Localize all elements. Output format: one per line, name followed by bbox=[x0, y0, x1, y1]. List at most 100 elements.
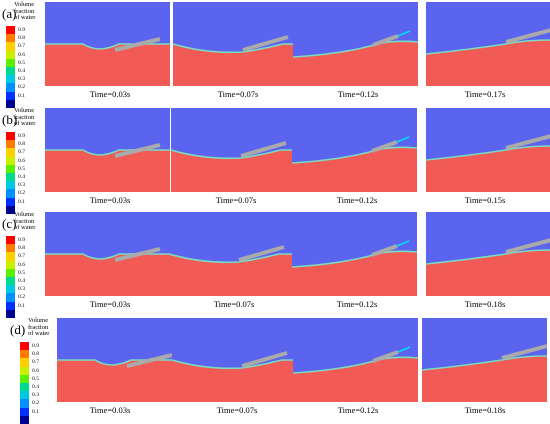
legend-swatch bbox=[6, 285, 15, 294]
water-region bbox=[293, 41, 418, 86]
legend-tick: 0.5 bbox=[32, 375, 39, 382]
legend-tick: 0.1 bbox=[18, 302, 25, 309]
row-label: (b) bbox=[2, 112, 18, 127]
legend-swatch bbox=[6, 293, 15, 302]
legend-swatch bbox=[20, 374, 29, 383]
legend-tick: 0.5 bbox=[18, 165, 25, 172]
legend-swatch bbox=[6, 236, 15, 245]
legend-tick: 0.9 bbox=[18, 133, 25, 139]
row-a: (a) Volume fraction of water 0.9 0.8 0.7 0.… bbox=[0, 1, 550, 108]
legend-swatch bbox=[6, 164, 15, 173]
vof-field bbox=[426, 212, 550, 296]
legend-swatch bbox=[6, 58, 15, 67]
row-label: (d) bbox=[10, 322, 26, 337]
legend-swatch bbox=[6, 99, 15, 108]
vof-field bbox=[426, 2, 550, 86]
legend-colorbar bbox=[6, 132, 15, 214]
vof-field bbox=[292, 108, 417, 192]
vof-field bbox=[45, 212, 170, 296]
free-surface bbox=[422, 355, 547, 371]
legend-swatch bbox=[6, 205, 15, 214]
legend-tick: 0.6 bbox=[18, 51, 25, 58]
legend-ticks: 0.9 0.8 0.7 0.6 0.5 0.4 0.3 0.2 0.1 bbox=[18, 132, 25, 206]
legend-swatch bbox=[20, 415, 29, 424]
sim-panel bbox=[426, 2, 550, 86]
row-label: (a) bbox=[2, 6, 17, 21]
legend-tick: 0.2 bbox=[18, 84, 25, 91]
free-surface bbox=[426, 145, 550, 161]
free-surface bbox=[426, 39, 550, 55]
legend-swatch bbox=[6, 301, 15, 310]
vof-field bbox=[45, 2, 170, 86]
legend-tick: 0.6 bbox=[32, 367, 39, 374]
water-region bbox=[172, 360, 297, 402]
sim-panel bbox=[293, 318, 418, 402]
time-caption: Time=0.18s bbox=[464, 299, 506, 309]
plate bbox=[126, 353, 173, 368]
legend-tick: 0.7 bbox=[18, 149, 25, 156]
spray-jet bbox=[396, 136, 410, 143]
row-b: (b) Volume fraction of water 0.9 0.8 0.7 0.… bbox=[0, 107, 550, 214]
water-region bbox=[57, 360, 182, 402]
legend-swatch bbox=[6, 244, 15, 253]
legend-swatch bbox=[20, 366, 29, 375]
water-region bbox=[45, 150, 170, 192]
sim-panel bbox=[173, 2, 298, 86]
plate bbox=[242, 35, 289, 52]
sim-panel bbox=[171, 108, 296, 192]
legend-tick: 0.6 bbox=[18, 157, 25, 164]
time-caption: Time=0.03s bbox=[89, 405, 131, 415]
water-region bbox=[45, 44, 170, 86]
legend-tick: 0.9 bbox=[32, 343, 39, 349]
time-caption: Time=0.17s bbox=[464, 89, 506, 99]
legend-tick: 0.3 bbox=[18, 76, 25, 83]
legend-tick: 0.7 bbox=[18, 253, 25, 260]
legend-tick: 0.9 bbox=[18, 237, 25, 243]
legend-tick: 0.5 bbox=[18, 59, 25, 66]
legend-tick: 0.1 bbox=[32, 408, 39, 415]
vof-field bbox=[426, 108, 550, 192]
time-caption: Time=0.03s bbox=[89, 299, 131, 309]
legend-swatch bbox=[6, 148, 15, 157]
row-label: (c) bbox=[2, 216, 17, 231]
legend-swatch bbox=[6, 260, 15, 269]
plate bbox=[241, 351, 288, 368]
sim-panel bbox=[422, 318, 547, 402]
legend-title: Volume fraction of water bbox=[28, 317, 50, 338]
legend-colorbar bbox=[6, 26, 15, 108]
legend-swatch bbox=[6, 276, 15, 286]
legend-title: Volume fraction of water bbox=[14, 107, 36, 128]
vof-field bbox=[292, 212, 417, 296]
vof-field bbox=[293, 318, 418, 402]
time-caption: Time=0.07s bbox=[217, 89, 259, 99]
vof-field bbox=[293, 2, 418, 86]
sim-panel bbox=[45, 212, 170, 296]
vof-field bbox=[169, 212, 294, 296]
time-caption: Time=0.12s bbox=[337, 89, 379, 99]
sim-panel bbox=[426, 108, 550, 192]
legend-swatch bbox=[20, 342, 29, 351]
legend-ticks: 0.9 0.8 0.7 0.6 0.5 0.4 0.3 0.2 0.1 bbox=[18, 26, 25, 100]
legend-swatch bbox=[20, 382, 29, 392]
legend-swatch bbox=[6, 181, 15, 190]
water-region bbox=[45, 254, 170, 296]
legend-swatch bbox=[6, 34, 15, 43]
vof-field bbox=[171, 108, 296, 192]
legend-swatch bbox=[6, 91, 15, 100]
time-caption: Time=0.07s bbox=[216, 405, 258, 415]
free-surface bbox=[172, 359, 297, 370]
legend-swatch bbox=[6, 140, 15, 149]
free-surface bbox=[57, 359, 182, 366]
time-caption: Time=0.15s bbox=[464, 195, 506, 205]
vof-field bbox=[172, 318, 297, 402]
legend-tick: 0.9 bbox=[18, 27, 25, 33]
plate bbox=[505, 28, 550, 44]
free-surface bbox=[171, 149, 296, 160]
water-region bbox=[171, 150, 296, 192]
legend-swatch bbox=[6, 309, 15, 318]
legend-colorbar bbox=[20, 342, 29, 424]
legend-tick: 0.4 bbox=[18, 68, 25, 75]
legend-tick: 0.4 bbox=[32, 384, 39, 391]
sim-panel bbox=[57, 318, 182, 402]
legend-tick: 0.8 bbox=[18, 141, 25, 148]
